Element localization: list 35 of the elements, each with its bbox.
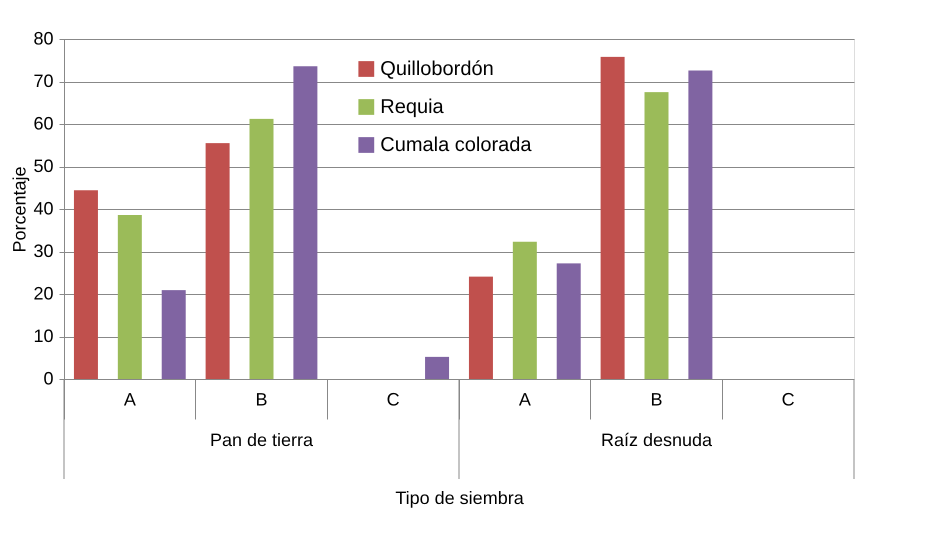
x-tick-label: A — [518, 390, 531, 410]
bar — [644, 92, 668, 379]
y-tick-label: 30 — [33, 241, 54, 261]
bar — [206, 143, 230, 379]
x-tick-label: C — [386, 390, 400, 410]
bar — [600, 56, 625, 379]
bar — [468, 276, 493, 379]
x-tick-label: C — [782, 390, 795, 410]
y-tick-label: 50 — [33, 156, 54, 176]
text: Raíz desnuda — [600, 430, 714, 450]
bar — [74, 190, 98, 379]
bar — [162, 290, 186, 379]
y-axis-title: Porcentaje — [9, 166, 30, 253]
x-tick-label: B — [255, 390, 268, 410]
bar — [293, 66, 318, 379]
legend-label: Quillobordón — [380, 58, 494, 80]
bar — [425, 356, 450, 379]
legend-label: Cumala colorada — [380, 134, 532, 156]
y-tick-label: 20 — [33, 284, 54, 304]
bar — [512, 242, 537, 379]
bar — [250, 118, 274, 379]
x-tick-label: A — [124, 390, 136, 410]
bar — [556, 263, 581, 379]
y-tick-label: 70 — [33, 71, 54, 91]
x-tick-label: B — [650, 390, 663, 410]
y-tick-label: 80 — [33, 28, 54, 48]
x-axis-title: Tipo de siembra — [395, 488, 525, 508]
text: Pan de tierra — [210, 430, 314, 450]
y-tick-label: 40 — [33, 198, 54, 218]
bar — [118, 214, 142, 379]
y-tick-label: 10 — [33, 326, 54, 346]
y-tick-label: 0 — [43, 368, 54, 388]
y-tick-label: 60 — [33, 114, 54, 134]
bar — [688, 70, 712, 379]
legend-label: Requia — [380, 96, 445, 118]
